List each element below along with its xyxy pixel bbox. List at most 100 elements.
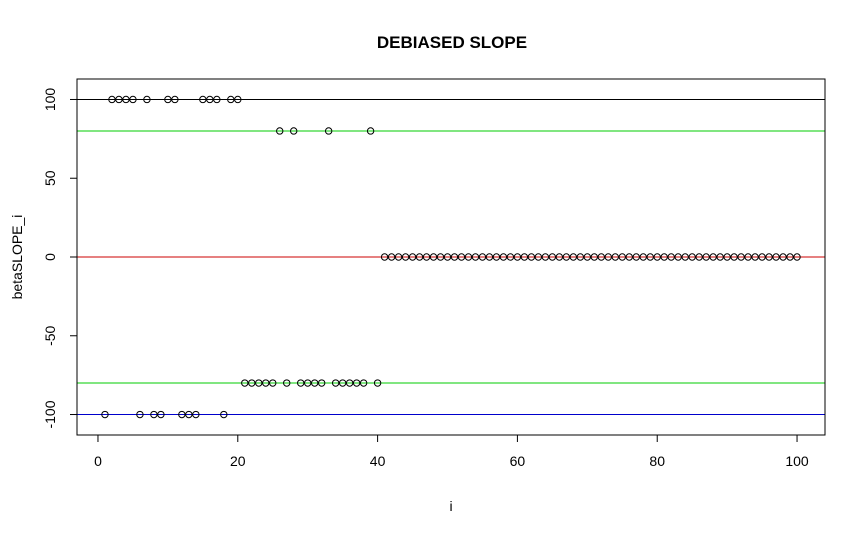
data-point xyxy=(213,95,221,104)
data-point xyxy=(394,253,403,261)
data-point xyxy=(101,410,109,419)
data-point xyxy=(499,253,508,261)
data-point xyxy=(276,127,284,135)
data-point xyxy=(429,253,438,261)
data-point xyxy=(178,410,186,419)
data-point xyxy=(227,95,235,104)
data-point xyxy=(562,253,571,261)
data-point xyxy=(324,127,333,135)
x-tick-label: 80 xyxy=(649,453,665,469)
data-point xyxy=(779,253,787,261)
data-point xyxy=(548,253,557,261)
data-point xyxy=(129,95,137,104)
data-point xyxy=(290,127,298,135)
x-tick-label: 20 xyxy=(230,453,246,469)
data-point xyxy=(625,253,633,261)
x-tick-label: 100 xyxy=(785,453,809,469)
data-point xyxy=(108,95,116,104)
data-point xyxy=(143,95,151,104)
data-point xyxy=(450,253,459,261)
data-point xyxy=(171,95,179,104)
y-tick-label: 100 xyxy=(42,88,58,112)
y-tick-label: -50 xyxy=(42,325,58,345)
data-point xyxy=(646,253,654,261)
data-point xyxy=(611,253,619,261)
data-point xyxy=(206,95,214,104)
data-point xyxy=(709,253,717,261)
data-point xyxy=(604,253,612,261)
data-point xyxy=(122,95,130,104)
data-point xyxy=(380,253,389,261)
data-point xyxy=(527,253,536,261)
data-point xyxy=(793,253,801,261)
x-axis-label: i xyxy=(449,498,452,514)
data-point xyxy=(492,253,501,261)
data-point xyxy=(478,253,487,261)
data-point xyxy=(576,253,585,261)
data-point xyxy=(317,379,326,387)
x-tick-label: 0 xyxy=(94,453,102,469)
y-axis: -100 -50 0 50 100 xyxy=(42,88,78,429)
data-point xyxy=(310,379,319,387)
data-point xyxy=(255,379,263,387)
data-point xyxy=(667,253,675,261)
data-point xyxy=(639,253,647,261)
data-point xyxy=(695,253,703,261)
data-point xyxy=(464,253,473,261)
data-point xyxy=(248,379,256,387)
data-point xyxy=(541,253,550,261)
data-point xyxy=(164,95,172,104)
data-point xyxy=(786,253,794,261)
data-point xyxy=(758,253,766,261)
data-point xyxy=(583,253,592,261)
data-point xyxy=(331,379,340,387)
data-point xyxy=(192,410,200,419)
data-point xyxy=(185,410,193,419)
data-point xyxy=(115,95,123,104)
data-point xyxy=(150,410,158,419)
data-point xyxy=(618,253,626,261)
data-point xyxy=(744,253,752,261)
data-point xyxy=(702,253,710,261)
data-point xyxy=(772,253,780,261)
data-point xyxy=(436,253,445,261)
y-axis-label: betaSLOPE_i xyxy=(9,215,25,300)
data-point xyxy=(737,253,745,261)
data-point xyxy=(157,410,165,419)
data-point xyxy=(269,379,277,387)
data-point xyxy=(359,379,368,387)
data-point xyxy=(471,253,480,261)
data-point xyxy=(632,253,640,261)
data-point xyxy=(590,253,599,261)
data-point xyxy=(716,253,724,261)
data-point xyxy=(513,253,522,261)
data-point xyxy=(506,253,515,261)
data-point xyxy=(653,253,661,261)
data-point xyxy=(283,379,291,387)
data-point xyxy=(688,253,696,261)
chart-title: DEBIASED SLOPE xyxy=(377,33,527,52)
x-axis: 0 20 40 60 80 100 xyxy=(94,434,809,469)
data-point xyxy=(723,253,731,261)
data-point xyxy=(345,379,354,387)
data-point xyxy=(534,253,543,261)
data-point xyxy=(366,127,375,135)
data-point xyxy=(555,253,564,261)
data-point xyxy=(569,253,578,261)
data-point xyxy=(303,379,312,387)
data-point xyxy=(262,379,270,387)
data-point xyxy=(241,379,249,387)
data-point xyxy=(220,410,228,419)
data-point xyxy=(338,379,347,387)
data-point xyxy=(457,253,466,261)
data-point xyxy=(597,253,605,261)
data-point xyxy=(352,379,361,387)
data-point xyxy=(520,253,529,261)
data-points xyxy=(101,95,801,419)
x-tick-label: 60 xyxy=(510,453,526,469)
data-point xyxy=(297,379,305,387)
data-point xyxy=(136,410,144,419)
data-point xyxy=(408,253,417,261)
data-point xyxy=(660,253,668,261)
